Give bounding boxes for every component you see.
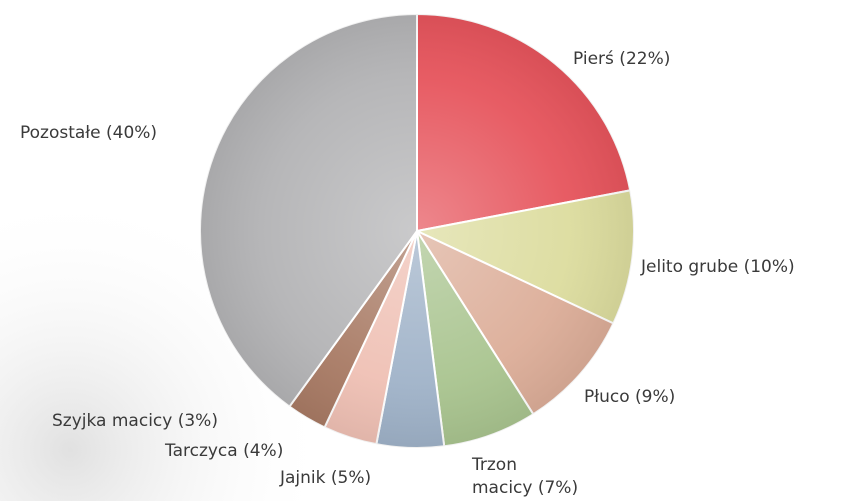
pie-slices (199, 12, 635, 449)
label-trzon-macicy: Trzon macicy (7%) (471, 455, 578, 498)
label-tarczyca: Tarczyca (4%) (164, 441, 283, 461)
label-płuco: Płuco (9%) (584, 387, 675, 407)
label-pozostałe: Pozostałe (40%) (20, 123, 157, 143)
label-szyjka-macicy: Szyjka macicy (3%) (52, 411, 218, 431)
label-pierś: Pierś (22%) (573, 49, 670, 69)
pie-labels: Pierś (22%) Jelito grube (10%) Płuco (9%… (20, 49, 795, 498)
label-jelito-grube: Jelito grube (10%) (640, 257, 795, 277)
label-jajnik: Jajnik (5%) (279, 468, 371, 488)
